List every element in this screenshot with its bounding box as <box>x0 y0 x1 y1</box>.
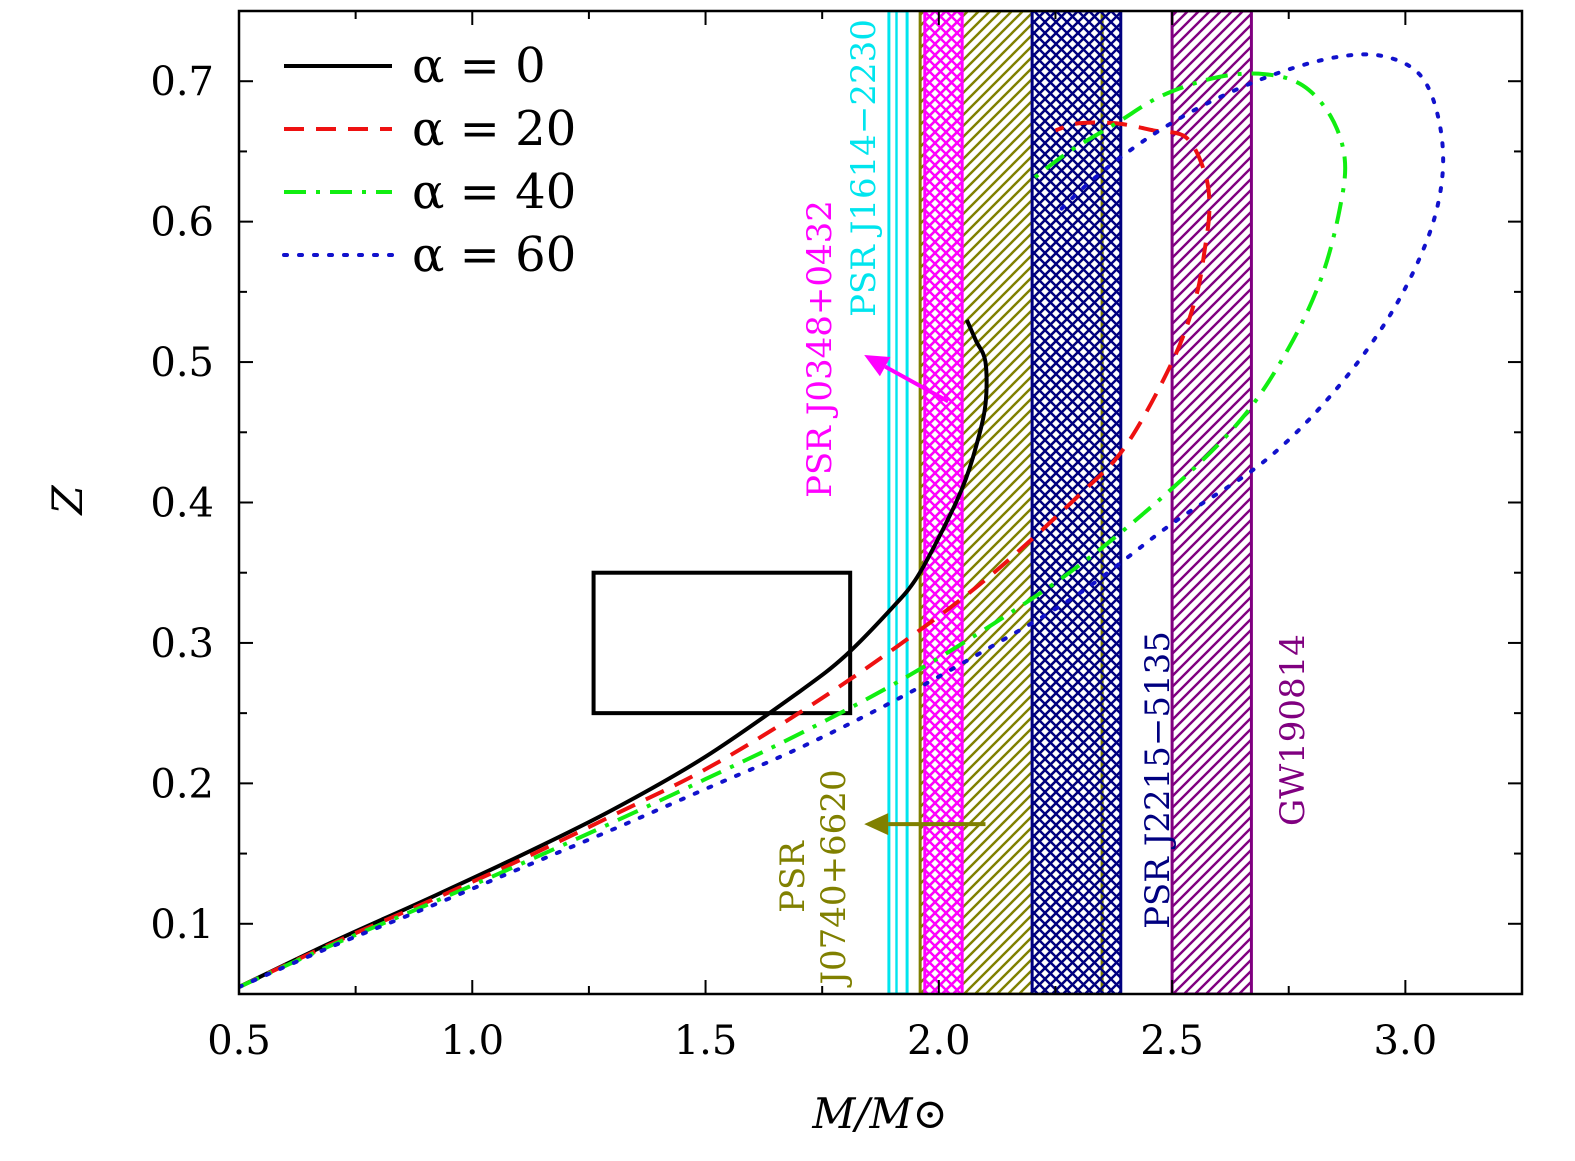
label-j1614: PSR J1614−2230 <box>844 19 884 317</box>
series-line-alpha-60 <box>239 52 1446 989</box>
label-j0348: PSR J0348+0432 <box>800 200 840 498</box>
x-tick-label: 2.5 <box>1140 1018 1204 1064</box>
label-j0740-id: J0740+6620 <box>814 769 854 987</box>
legend-label-1: α = 20 <box>412 101 576 157</box>
x-axis-title: M/M⊙ <box>811 1089 947 1138</box>
legend-label-0: α = 0 <box>412 38 546 94</box>
label-j0740-psr: PSR <box>773 840 813 913</box>
y-tick-label: 0.1 <box>150 902 214 948</box>
x-tick-label: 1.5 <box>674 1018 738 1064</box>
y-tick-label: 0.4 <box>150 481 214 527</box>
legend-label-2: α = 40 <box>412 164 576 220</box>
arrows-layer <box>864 355 986 836</box>
band-psr-j2215-5135 <box>1030 11 1123 994</box>
x-tick-label: 3.0 <box>1374 1018 1438 1064</box>
series-line-alpha-20 <box>239 120 1212 989</box>
arrow-j0740 <box>864 813 986 836</box>
series-layer <box>239 52 1446 989</box>
band-psr-j1614-2230 <box>887 11 909 994</box>
y-tick-label: 0.2 <box>150 761 214 807</box>
series-line-alpha-0 <box>239 319 989 989</box>
y-tick-label: 0.6 <box>150 200 214 246</box>
x-tick-label: 2.0 <box>907 1018 971 1064</box>
y-tick-label: 0.5 <box>150 340 214 386</box>
y-axis-title: Z <box>43 485 92 517</box>
x-tick-label: 1.0 <box>440 1018 504 1064</box>
x-tick-label: 0.5 <box>207 1018 271 1064</box>
series-line-alpha-40 <box>239 71 1348 989</box>
y-tick-label: 0.3 <box>150 621 214 667</box>
label-gw190814: GW190814 <box>1273 634 1313 826</box>
y-tick-label: 0.7 <box>150 59 214 105</box>
region-box <box>591 570 853 716</box>
label-j2215: PSR J2215−5135 <box>1138 631 1178 929</box>
band-gw190814 <box>1170 11 1253 994</box>
box-layer <box>591 570 853 716</box>
legend-label-3: α = 60 <box>412 227 576 283</box>
ticks-layer: 0.5 1.0 1.5 2.0 2.5 3.0 0.1 0.2 0.3 0.4 0.5 0.6 0.7 <box>150 10 1522 1064</box>
arrow-j0348 <box>864 355 950 404</box>
legend: α = 0 α = 20 α = 40 α = 60 <box>282 38 576 283</box>
